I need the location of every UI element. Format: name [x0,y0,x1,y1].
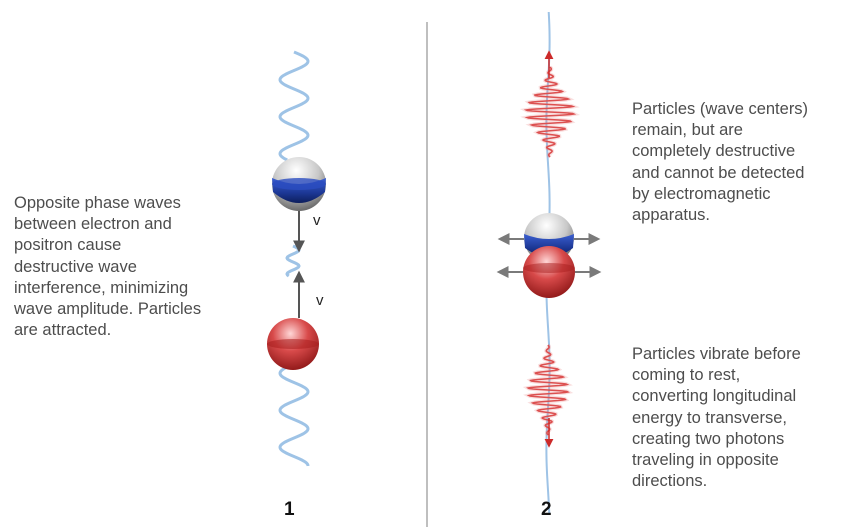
electron-wave-top [278,50,310,162]
text-line: and cannot be detected [632,163,805,182]
text-line: coming to rest, [632,366,741,385]
text-line: positron cause [14,236,122,255]
text-line: creating two photons [632,429,785,448]
panel-label-1: 1 [284,499,295,520]
text-line: Particles vibrate before [632,345,801,363]
text-line: apparatus. [632,206,710,225]
text-line: wave amplitude. Particles [14,300,202,319]
positron-sphere [267,318,319,370]
positron-wave-bottom [278,362,310,467]
photon-upper-glow [519,65,581,159]
text-line: Particles (wave centers) [632,100,809,118]
positron-sphere-annihilating [523,246,575,298]
text-line: destructive wave [14,257,137,276]
text-line: Opposite phase waves [14,194,181,212]
velocity-label-lower: v [316,292,324,309]
text-line: traveling in opposite [632,451,779,470]
electron-sphere [272,157,326,211]
panel2-description-top: Particles (wave centers) remain, but are… [632,99,808,226]
panel-label-2: 2 [541,499,552,520]
photon-lower-glow [522,343,574,437]
text-line: are attracted. [14,321,112,340]
panel2-description-bottom: Particles vibrate before coming to rest,… [632,344,801,492]
velocity-label-upper: v [313,212,321,229]
text-line: between electron and [14,215,172,234]
text-line: by electromagnetic [632,184,771,203]
text-line: interference, minimizing [14,278,189,297]
photon-upper [523,66,577,158]
text-line: remain, but are [632,121,743,140]
text-line: completely destructive [632,142,796,161]
text-line: directions. [632,472,708,491]
interference-wave-middle [285,244,301,278]
panel1-description: Opposite phase waves between electron an… [14,193,201,341]
text-line: energy to transverse, [632,408,787,427]
photon-lower [526,344,570,436]
text-line: converting longitudinal [632,387,797,406]
